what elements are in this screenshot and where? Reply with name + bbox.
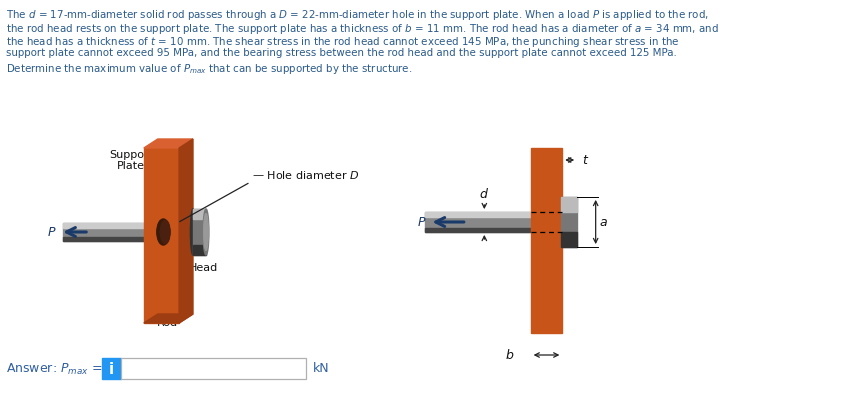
Ellipse shape — [160, 220, 170, 244]
Bar — [562, 232, 577, 247]
Bar — [102, 358, 120, 379]
Text: $b$: $b$ — [505, 348, 514, 362]
Bar — [562, 197, 577, 212]
Text: The $d$ = 17-mm-diameter solid rod passes through a $D$ = 22-mm-diameter hole in: The $d$ = 17-mm-diameter solid rod passe… — [6, 8, 708, 22]
Bar — [425, 228, 562, 232]
Bar — [144, 148, 179, 323]
Bar — [562, 197, 577, 247]
Text: $a$: $a$ — [600, 215, 608, 228]
Bar — [193, 209, 206, 219]
Text: support plate cannot exceed 95 MPa, and the bearing stress between the rod head : support plate cannot exceed 95 MPa, and … — [6, 49, 676, 59]
Bar — [193, 245, 206, 255]
Polygon shape — [179, 139, 193, 323]
Bar — [63, 223, 144, 241]
Text: Head: Head — [189, 263, 218, 273]
Bar — [425, 212, 562, 232]
Bar — [120, 358, 306, 379]
Text: Determine the maximum value of $P_{max}$ that can be supported by the structure.: Determine the maximum value of $P_{max}$… — [6, 62, 412, 76]
Text: Plate: Plate — [117, 161, 145, 171]
Polygon shape — [144, 139, 193, 148]
Bar — [63, 223, 144, 228]
Ellipse shape — [191, 209, 196, 255]
Text: the rod head rests on the support plate. The support plate has a thickness of $b: the rod head rests on the support plate.… — [6, 21, 718, 35]
Text: $d$: $d$ — [479, 187, 490, 201]
Text: $P$: $P$ — [418, 215, 427, 228]
Polygon shape — [144, 314, 193, 323]
Text: — Hole diameter $D$: — Hole diameter $D$ — [252, 169, 360, 181]
Text: $t$: $t$ — [582, 154, 589, 166]
Ellipse shape — [157, 219, 169, 245]
Text: kN: kN — [313, 363, 329, 375]
Bar — [531, 148, 562, 333]
Text: the head has a thickness of $t$ = 10 mm. The shear stress in the rod head cannot: the head has a thickness of $t$ = 10 mm.… — [6, 35, 679, 49]
Bar — [193, 209, 206, 255]
Text: i: i — [108, 361, 113, 377]
Text: $P$: $P$ — [47, 226, 57, 238]
Text: Support: Support — [108, 150, 152, 160]
Ellipse shape — [204, 214, 208, 250]
Text: Rod: Rod — [157, 318, 178, 328]
Bar — [63, 236, 144, 241]
Text: Answer: $P_{max}$ =: Answer: $P_{max}$ = — [6, 361, 102, 377]
Bar — [425, 212, 562, 217]
Ellipse shape — [203, 209, 209, 255]
